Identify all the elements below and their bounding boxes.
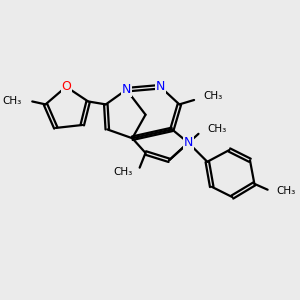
Text: N: N <box>156 80 165 93</box>
Text: N: N <box>184 136 193 149</box>
Text: N: N <box>122 83 131 96</box>
Text: CH₃: CH₃ <box>3 97 22 106</box>
Text: CH₃: CH₃ <box>276 186 296 196</box>
Text: CH₃: CH₃ <box>207 124 226 134</box>
Text: CH₃: CH₃ <box>203 91 222 100</box>
Text: CH₃: CH₃ <box>113 167 132 177</box>
Text: O: O <box>61 80 71 93</box>
